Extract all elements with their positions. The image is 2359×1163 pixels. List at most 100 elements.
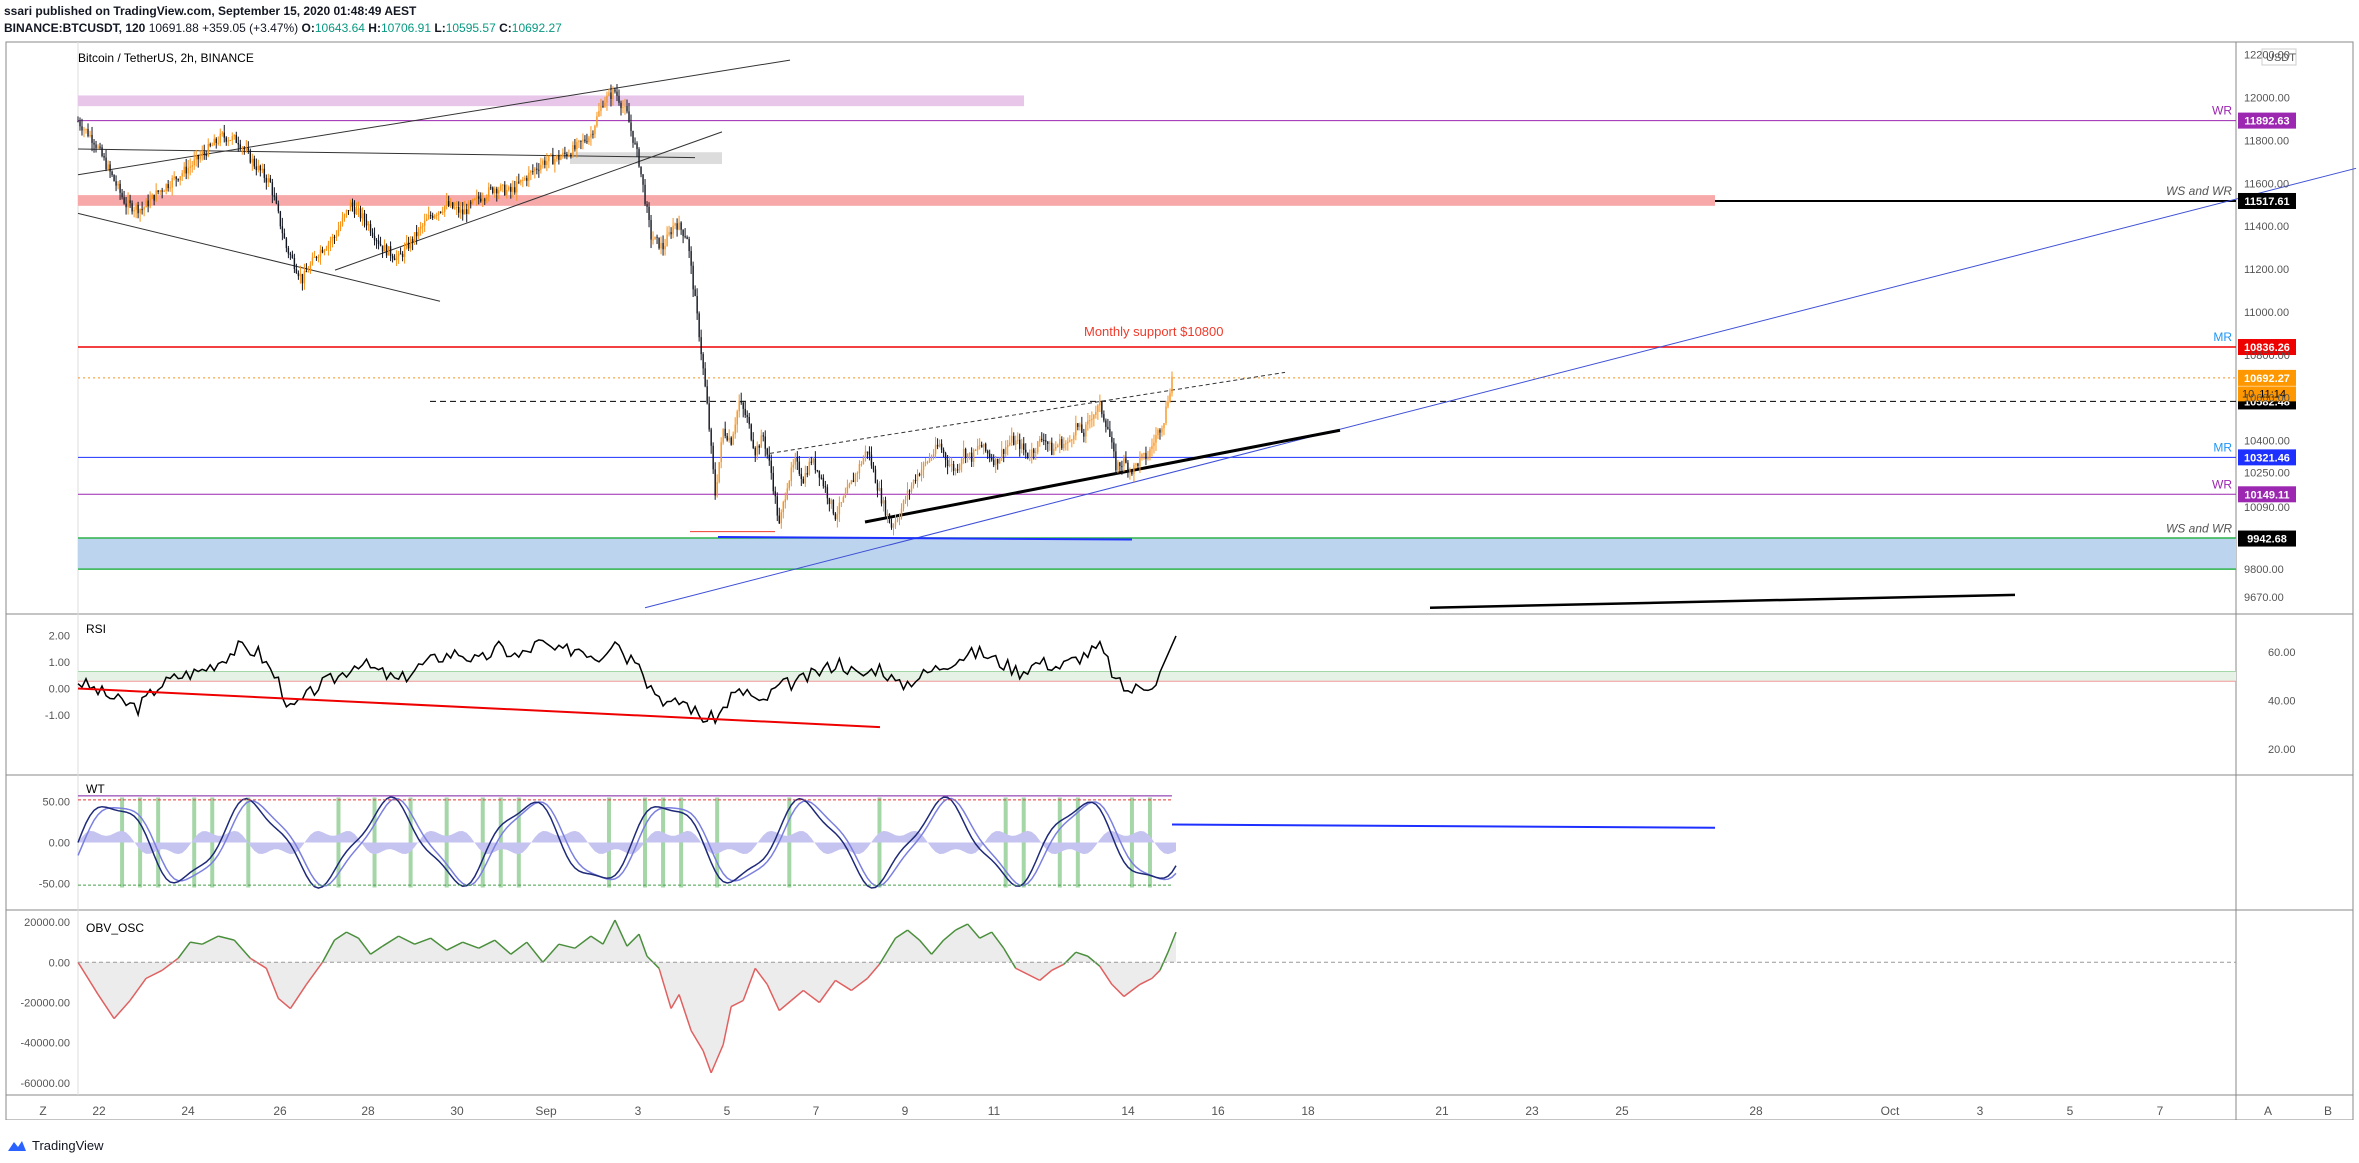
candle-body (984, 443, 987, 451)
wt-histogram (78, 830, 1177, 855)
candle-body (185, 166, 187, 174)
candle-body (295, 269, 298, 274)
obv-segment (574, 935, 592, 949)
candle-body (381, 245, 384, 252)
candle-body (363, 213, 366, 221)
candle-body (1153, 442, 1155, 446)
candle-body (439, 211, 442, 213)
candle-body (728, 437, 730, 441)
obv-segment (277, 997, 291, 1010)
candle-body (1151, 445, 1153, 450)
candle-body (616, 91, 618, 96)
log-scale-button[interactable]: B (2324, 1104, 2332, 1118)
candle-body (688, 239, 690, 252)
zoom-button[interactable]: Z (39, 1104, 46, 1118)
candle-body (852, 480, 855, 483)
candle-body (85, 129, 87, 131)
obv-segment (730, 999, 744, 1008)
candle-body (740, 400, 742, 403)
candle-body (1013, 435, 1015, 445)
candle-body (401, 253, 404, 257)
obv-segment (930, 939, 945, 955)
candle-body (321, 249, 324, 253)
candle-body (476, 196, 478, 199)
candle-body (674, 223, 676, 226)
obv-segment (446, 941, 464, 951)
rsi-left-tick: -1.00 (45, 710, 70, 722)
candle-body (928, 457, 931, 462)
candle-body (976, 445, 979, 450)
candle-body (251, 158, 254, 163)
candle-body (646, 204, 648, 207)
candle-body (736, 411, 738, 425)
price-badge-text-0: 11892.63 (2244, 116, 2289, 128)
candle-body (447, 201, 450, 206)
candle-body (355, 209, 358, 215)
candle-body (686, 237, 688, 240)
open-value: 10643.64 (314, 21, 365, 35)
candle-body (592, 133, 594, 135)
candle-body (347, 210, 350, 212)
wt-pane[interactable] (77, 795, 1716, 889)
tradingview-logo[interactable]: TradingView (6, 1138, 104, 1153)
obv-pane[interactable] (77, 919, 2236, 1074)
rsi-pane[interactable] (77, 635, 2236, 729)
candle-body (1129, 469, 1131, 472)
candle-body (449, 202, 452, 206)
candle-body (808, 461, 811, 475)
candle-body (175, 176, 177, 179)
price-badge-text-1: 11517.61 (2244, 196, 2289, 208)
price-badge-text-7: 9942.68 (2247, 534, 2287, 546)
candle-body (1043, 440, 1045, 442)
candle-body (1057, 445, 1059, 447)
candle-body (874, 469, 877, 484)
candle-body (706, 386, 708, 404)
obv-segment (678, 994, 692, 1031)
time-tick-label: 26 (273, 1104, 287, 1118)
candle-body (189, 166, 191, 168)
candle-body (522, 179, 524, 181)
candle-body (1049, 442, 1051, 444)
obv-segment (233, 939, 251, 959)
obv-segment (161, 957, 179, 971)
time-tick-label: 28 (1749, 1104, 1763, 1118)
wt1-line (77, 796, 1177, 889)
obv-segment (638, 933, 648, 957)
candle-body (1097, 405, 1099, 412)
candle-body (550, 154, 552, 156)
candle-body (576, 141, 578, 150)
candle-body (742, 402, 744, 409)
wt-left-tick: 0.00 (49, 838, 70, 850)
price-tick-label: 10600.00 (2244, 393, 2290, 405)
candle-body (385, 245, 388, 256)
obv-segment (265, 968, 280, 999)
candle-body (303, 270, 306, 284)
auto-scale-button[interactable]: A (2264, 1104, 2272, 1118)
candle-body (1045, 440, 1047, 442)
candle-body (273, 195, 276, 197)
candle-body (257, 165, 260, 171)
obv-segment (542, 943, 560, 963)
obv-segment (1051, 963, 1065, 971)
candle-body (716, 481, 718, 496)
candle-body (1083, 432, 1085, 437)
candle-body (261, 168, 264, 171)
candle-body (906, 490, 909, 500)
candle-body (1125, 458, 1127, 463)
price-pane[interactable]: WR WS and WR MR MR WR WS and WR (77, 59, 2357, 609)
candle-body (197, 155, 199, 160)
obv-segment (190, 941, 203, 945)
candle-body (369, 224, 372, 233)
obv-segment (1167, 931, 1177, 953)
candle-body (379, 243, 382, 246)
candle-body (407, 242, 410, 249)
obv-segment (113, 999, 131, 1020)
candle-body (554, 158, 556, 165)
candle-body (820, 477, 823, 479)
candle-body (794, 457, 797, 465)
candle-body (710, 429, 712, 446)
candle-body (279, 211, 282, 227)
candle-body (125, 203, 127, 208)
candle-body (594, 125, 596, 134)
